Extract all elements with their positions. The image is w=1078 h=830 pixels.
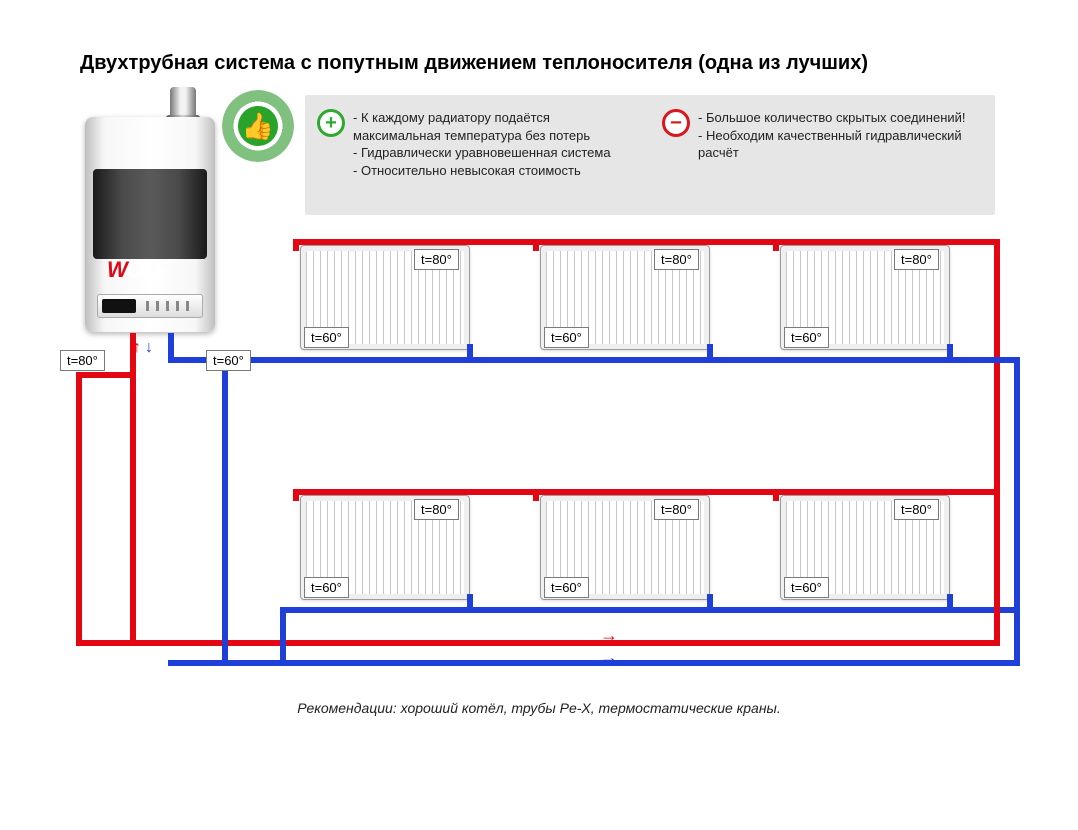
radiator-temp-in: t=80° bbox=[414, 249, 459, 270]
radiator-temp-in: t=80° bbox=[894, 249, 939, 270]
radiator-temp-in: t=80° bbox=[654, 499, 699, 520]
thumbs-up-icon: 👍 bbox=[222, 90, 294, 162]
boiler-return-temp: t=60° bbox=[206, 350, 251, 371]
pipe-supply bbox=[293, 239, 1000, 245]
radiator-temp-out: t=60° bbox=[784, 327, 829, 348]
boiler-flue bbox=[170, 87, 196, 119]
pipe-supply bbox=[76, 372, 82, 646]
pipe-supply bbox=[533, 239, 539, 251]
pipe-return bbox=[280, 607, 1020, 613]
pipe-return bbox=[168, 660, 1020, 666]
boiler-flow-arrows: ↑↓ bbox=[133, 339, 153, 357]
pipe-supply bbox=[130, 333, 136, 643]
pro-item: Относительно невысокая стоимость bbox=[353, 162, 638, 180]
radiator-temp-out: t=60° bbox=[304, 327, 349, 348]
boiler-mid-panel: WOLF bbox=[93, 169, 207, 259]
pipe-return bbox=[707, 344, 713, 363]
boiler-supply-temp: t=80° bbox=[60, 350, 105, 371]
radiator-temp-out: t=60° bbox=[784, 577, 829, 598]
recommendations-footer: Рекомендации: хороший котёл, трубы Pe-X,… bbox=[0, 700, 1078, 716]
pipe-return bbox=[168, 357, 1020, 363]
pipe-supply bbox=[533, 489, 539, 501]
pipe-return bbox=[947, 594, 953, 613]
pipe-supply bbox=[293, 489, 1000, 495]
pipe-return bbox=[947, 344, 953, 363]
boiler-control-panel bbox=[97, 294, 203, 318]
pipe-return bbox=[467, 344, 473, 363]
radiator-temp-in: t=80° bbox=[414, 499, 459, 520]
plus-icon: + bbox=[317, 109, 345, 137]
pipe-return bbox=[222, 357, 228, 666]
pipe-supply bbox=[76, 640, 1000, 646]
pros-column: + К каждому радиатору подаётся максималь… bbox=[305, 95, 650, 215]
arrow-return-icon: ↓ bbox=[145, 339, 153, 356]
pipe-return bbox=[707, 594, 713, 613]
radiator-temp-out: t=60° bbox=[544, 327, 589, 348]
pipe-return bbox=[280, 607, 286, 666]
pipe-supply bbox=[994, 489, 1000, 646]
radiator-temp-in: t=80° bbox=[894, 499, 939, 520]
boiler: WOLF ↑↓ bbox=[85, 93, 215, 333]
boiler-body: WOLF bbox=[85, 117, 215, 332]
radiator-temp-out: t=60° bbox=[544, 577, 589, 598]
pipe-return bbox=[1014, 357, 1020, 666]
con-item: Большое количество скрытых соединений! bbox=[698, 109, 983, 127]
recommended-stamp: 👍 bbox=[222, 90, 294, 162]
pros-cons-panel: + К каждому радиатору подаётся максималь… bbox=[305, 95, 995, 215]
pipe-supply bbox=[76, 372, 136, 378]
cons-column: − Большое количество скрытых соединений!… bbox=[650, 95, 995, 215]
pipe-supply bbox=[773, 489, 779, 501]
cons-list: Большое количество скрытых соединений! Н… bbox=[698, 109, 983, 205]
radiator-temp-in: t=80° bbox=[654, 249, 699, 270]
boiler-logo-w: W bbox=[107, 257, 127, 282]
page-title: Двухтрубная система с попутным движением… bbox=[80, 52, 868, 75]
radiator-temp-out: t=60° bbox=[304, 577, 349, 598]
pipe-supply bbox=[773, 239, 779, 251]
pipe-supply bbox=[293, 239, 299, 251]
con-item: Необходим качественный гидравлический ра… bbox=[698, 127, 983, 162]
minus-icon: − bbox=[662, 109, 690, 137]
pro-item: Гидравлически уравновешенная система bbox=[353, 144, 638, 162]
pro-item: К каждому радиатору подаётся максимальна… bbox=[353, 109, 638, 144]
pros-list: К каждому радиатору подаётся максимальна… bbox=[353, 109, 638, 205]
boiler-logo: WOLF bbox=[107, 257, 168, 283]
pipe-return bbox=[467, 594, 473, 613]
pipe-supply bbox=[293, 489, 299, 501]
boiler-logo-olf: OLF bbox=[127, 257, 168, 282]
